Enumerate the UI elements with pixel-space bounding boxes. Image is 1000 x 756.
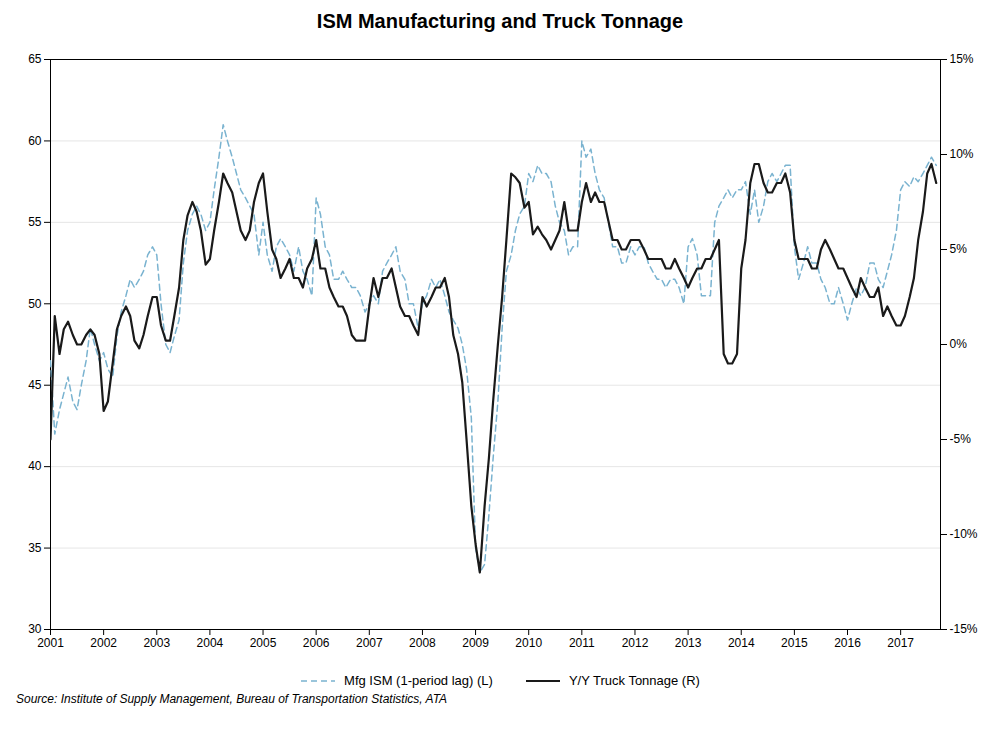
svg-text:2013: 2013 [675,636,702,650]
svg-text:2002: 2002 [90,636,117,650]
svg-text:2014: 2014 [728,636,755,650]
html-text:Source: Institute of Supply Ma: Source: Institute of Supply Management, … [16,692,448,706]
svg-text:-5%: -5% [950,432,972,446]
svg-text:30: 30 [28,622,42,636]
svg-text:2015: 2015 [781,636,808,650]
svg-text:2007: 2007 [356,636,383,650]
html-text:Y/Y Truck Tonnage (R): Y/Y Truck Tonnage (R) [568,673,700,688]
svg-text:2009: 2009 [462,636,489,650]
svg-text:40: 40 [28,459,42,473]
svg-text:60: 60 [28,134,42,148]
svg-text:15%: 15% [950,52,974,66]
svg-text:2003: 2003 [143,636,170,650]
svg-text:35: 35 [28,541,42,555]
svg-text:2017: 2017 [887,636,914,650]
svg-text:10%: 10% [950,147,974,161]
svg-text:55: 55 [28,215,42,229]
svg-text:5%: 5% [950,242,968,256]
svg-text:-15%: -15% [950,622,978,636]
svg-text:0%: 0% [950,337,968,351]
svg-text:-10%: -10% [950,527,978,541]
svg-text:2006: 2006 [303,636,330,650]
svg-text:45: 45 [28,378,42,392]
html-text:Mfg ISM (1-period lag) (L): Mfg ISM (1-period lag) (L) [344,673,493,688]
svg-text:2001: 2001 [37,636,64,650]
svg-text:2005: 2005 [250,636,277,650]
svg-text:2011: 2011 [569,636,595,650]
svg-text:50: 50 [28,297,42,311]
svg-text:2008: 2008 [409,636,436,650]
svg-text:2016: 2016 [834,636,861,650]
svg-text:65: 65 [28,52,42,66]
html-text:ISM Manufacturing and Truck To: ISM Manufacturing and Truck Tonnage [316,10,684,32]
svg-text:2010: 2010 [515,636,542,650]
svg-text:2004: 2004 [197,636,224,650]
svg-text:2012: 2012 [622,636,649,650]
